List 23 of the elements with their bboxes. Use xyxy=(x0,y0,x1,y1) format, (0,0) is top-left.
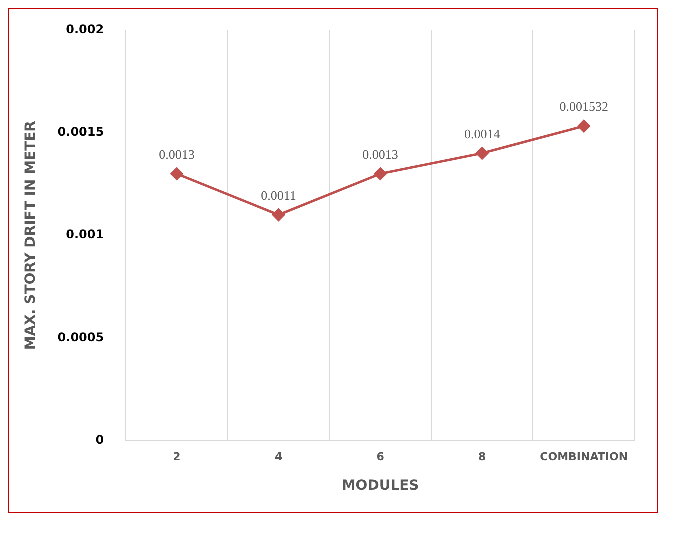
x-tick-label: 6 xyxy=(376,450,385,464)
data-label: 0.0014 xyxy=(464,126,501,142)
data-label: 0.0013 xyxy=(159,146,195,162)
y-tick-label: 0.002 xyxy=(66,22,104,36)
point xyxy=(476,147,489,160)
data-label: 0.001532 xyxy=(560,99,608,114)
point xyxy=(170,168,184,180)
chart-frame: MODULES MAX. STORY DRIFT IN METER 2 4 6 8 COMBINATION 0 0.0005 0.001 0.0015 0.002 0.0013 0.0011 0.0013 0.0014 0.001532 xyxy=(8,8,658,513)
y-axis-title: MAX. STORY DRIFT IN METER xyxy=(23,120,40,350)
x-tick-label: 4 xyxy=(274,450,283,464)
y-tick-label: 0 xyxy=(96,433,104,448)
x-tick-label: 8 xyxy=(478,450,486,464)
data-label: 0.0011 xyxy=(261,188,296,203)
data-label: 0.0013 xyxy=(362,146,398,162)
y-tick-label: 0.0015 xyxy=(58,125,104,140)
y-tick-label: 0.0005 xyxy=(58,330,104,344)
point xyxy=(374,168,387,180)
x-tick-label: 2 xyxy=(173,450,181,464)
point xyxy=(272,208,286,222)
point xyxy=(578,120,590,133)
x-axis-title: MODULES xyxy=(342,478,420,494)
x-tick-label: COMBINATION xyxy=(540,450,628,464)
y-tick-label: 0.001 xyxy=(66,228,104,242)
